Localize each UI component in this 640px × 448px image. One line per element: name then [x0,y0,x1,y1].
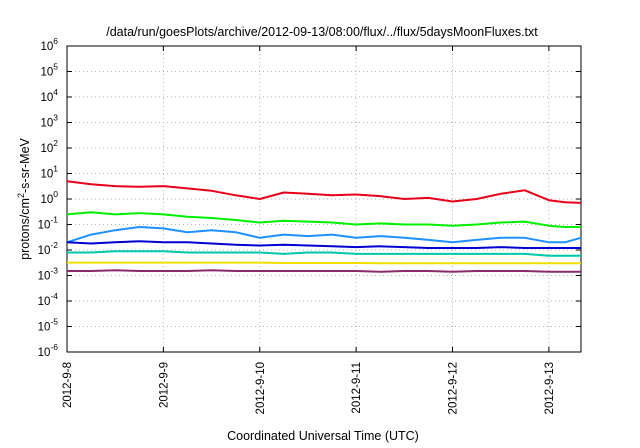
y-tick-label: 102 [40,138,58,155]
series-group [66,180,582,273]
y-axis-label-prefix: protons/cm [18,198,32,260]
y-tick-exponent: 6 [53,36,58,46]
y-tick-base: 10 [38,220,51,232]
y-tick-exponent: 1 [53,164,58,174]
y-axis-label-sup: 2 [16,193,26,198]
x-tick-label: 2012-9-11 [351,362,363,414]
y-axis-label: protons/cm2-s-sr-MeV [16,137,32,259]
y-tick-exponent: -1 [50,215,58,225]
x-tick-label: 2012-9-12 [448,362,460,414]
y-tick-exponent: 2 [53,138,58,148]
series-line-3 [66,226,582,244]
y-tick-exponent: 5 [53,62,58,72]
x-axis-label: Coordinated Universal Time (UTC) [227,429,419,443]
y-axis-label-suffix: -s-sr-MeV [18,137,32,193]
series-line-4 [66,240,581,249]
y-tick-exponent: -6 [50,342,58,352]
y-tick-label: 103 [40,113,58,130]
y-tick-exponent: 3 [53,113,58,123]
series-line-2 [66,211,581,228]
y-tick-base: 10 [40,169,53,181]
chart-title: /data/run/goesPlots/archive/2012-09-13/0… [106,25,538,39]
x-tick-label: 2012-9-8 [62,362,74,408]
y-tick-base: 10 [40,143,53,155]
y-tick-label: 10-4 [38,291,59,308]
y-tick-label: 10-1 [38,215,59,232]
y-tick-exponent: 0 [53,189,58,199]
y-tick-base: 10 [40,194,53,206]
y-tick-base: 10 [38,271,51,283]
x-tick-label: 2012-9-10 [255,362,267,414]
y-tick-label: 106 [40,36,58,53]
y-tick-label: 10-5 [38,317,59,334]
y-tick-label: 10-2 [38,240,59,257]
y-tick-base: 10 [40,41,53,53]
x-tick-label: 2012-9-9 [158,362,170,408]
y-tick-base: 10 [38,347,51,359]
y-tick-exponent: -4 [50,291,58,301]
series-line-1 [66,180,582,204]
y-tick-label: 100 [40,189,58,206]
y-tick-exponent: -3 [50,266,58,276]
y-tick-label: 10-6 [38,342,59,359]
y-tick-label: 105 [40,62,58,79]
series-line-5 [67,250,581,257]
y-tick-exponent: -5 [50,317,58,327]
y-tick-base: 10 [40,67,53,79]
y-tick-label: 10-3 [38,266,59,283]
y-tick-exponent: 4 [53,87,58,97]
x-tick-label: 2012-9-13 [544,362,556,414]
series-line-6 [67,261,581,265]
y-tick-base: 10 [40,118,53,130]
grid [67,46,581,352]
y-tick-label: 104 [40,87,58,104]
y-tick-exponent: -2 [50,240,58,250]
y-tick-base: 10 [40,92,53,104]
y-tick-base: 10 [38,322,51,334]
y-tick-base: 10 [38,296,51,308]
series-line-7 [67,269,581,273]
y-tick-base: 10 [38,245,51,257]
axis-ticks: 10-610-510-410-310-210-11001011021031041… [38,36,581,414]
y-tick-label: 101 [40,164,58,181]
